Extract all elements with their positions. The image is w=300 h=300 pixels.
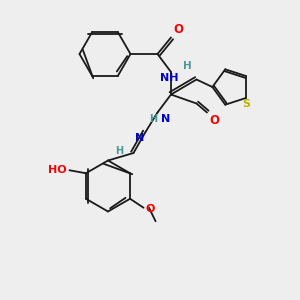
Text: O: O bbox=[173, 23, 183, 36]
Text: H: H bbox=[149, 114, 158, 124]
Text: H: H bbox=[115, 146, 123, 157]
Text: S: S bbox=[243, 99, 250, 110]
Text: N: N bbox=[161, 114, 170, 124]
Text: N: N bbox=[135, 133, 144, 142]
Text: H: H bbox=[183, 61, 192, 71]
Text: O: O bbox=[146, 204, 155, 214]
Text: NH: NH bbox=[160, 73, 179, 82]
Text: HO: HO bbox=[48, 165, 67, 175]
Text: O: O bbox=[209, 114, 219, 127]
